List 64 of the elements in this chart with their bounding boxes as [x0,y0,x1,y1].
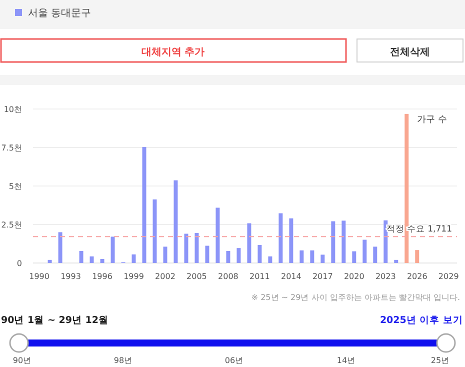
bar [300,250,304,263]
bar [331,221,336,263]
bar [268,256,272,263]
bar [247,223,252,263]
y-tick-label: 0 [16,259,22,268]
text: 2025년 이후 보기 [380,315,463,326]
bar [90,256,94,263]
y-axis-title: 가구 수 [417,115,447,125]
text: 98년 [114,356,132,365]
y-tick-label: 2.5천 [1,220,22,230]
bar [373,246,378,263]
legend: 서울 동대문구 [15,8,92,19]
bar [48,260,52,263]
text: 90년 [12,356,32,365]
x-tick-label: 2011 [250,272,270,281]
bar [194,232,199,263]
bar [226,250,230,263]
bar [352,251,356,263]
bar [404,114,409,263]
bar [258,244,262,263]
bar [205,246,210,263]
x-tick-label: 2014 [281,272,302,281]
text: 90년 1월 ~ 29년 12월 [1,315,108,326]
x-tick-label: 2020 [344,272,364,281]
bar [216,208,220,263]
y-tick-label: 7.5천 [1,144,22,152]
x-tick-label: 2029 [438,272,459,281]
bar [184,234,188,263]
button-add: 대체지역 추가 [0,38,347,63]
x-tick-label: 2002 [155,272,176,281]
bar [278,213,283,263]
bar [289,218,294,263]
x-tick-label: 2017 [312,272,333,281]
bar [152,199,157,263]
bar [310,250,314,263]
bar [394,260,398,263]
x-tick-label: 1999 [124,272,144,281]
bar [320,254,325,263]
bar [174,180,178,263]
y-tick-label: 5천 [8,182,22,191]
bar [110,236,115,263]
button-delete: 전체삭제 [356,38,464,62]
text: 25년 [430,356,450,365]
x-tick-label: 2005 [186,272,207,281]
x-tick-label: 2026 [406,272,428,281]
bar [415,250,420,263]
text: 14년 [336,356,356,365]
y-tick-label: 10천 [4,105,22,114]
x-tick-label: 1990 [29,272,50,281]
bar [79,250,84,263]
bar [163,246,168,263]
legend-label: 서울 동대문구 [28,8,92,19]
bar [342,220,346,263]
text: ※ 25년 ~ 29년 사이 입주하는 아파트는 빨간막대 입니다. [251,293,460,302]
bar [384,220,388,263]
bar [58,232,62,263]
x-tick-label: 1993 [60,272,81,281]
x-tick-label: 2023 [375,272,396,281]
bar [362,240,367,263]
x-tick-label: 1996 [92,272,112,281]
bar [236,248,241,263]
x-tick-label: 2008 [218,272,238,281]
bar [100,258,104,263]
text: 06년 [224,356,244,365]
